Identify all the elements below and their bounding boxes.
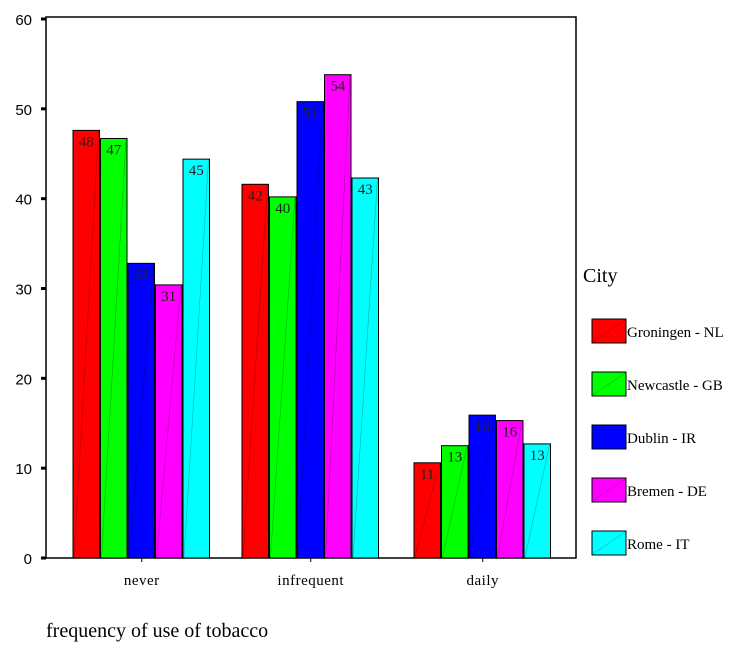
legend-label: Newcastle - GB [627, 378, 723, 394]
bar-rome-infrequent [351, 177, 379, 559]
bar-hatch [101, 139, 127, 558]
data-label: 16 [502, 425, 518, 441]
bar-groningen-daily [413, 462, 441, 559]
legend-swatch-hatch [592, 319, 626, 343]
legend-swatch-hatch [592, 372, 626, 396]
legend-swatch [591, 530, 627, 556]
legend-swatch-hatch [592, 478, 626, 502]
data-label: 43 [358, 182, 373, 198]
legend-label: Groningen - NL [627, 325, 724, 341]
bar-hatch [73, 131, 99, 558]
data-label: 11 [420, 467, 434, 483]
bar-bremen-never [155, 284, 183, 559]
y-tick-label: 20 [15, 371, 32, 388]
legend-swatch [591, 371, 627, 397]
data-label: 47 [106, 142, 122, 158]
legend-label: Bremen - DE [627, 484, 707, 500]
x-axis-label: frequency of use of tobacco [46, 620, 268, 642]
y-axis: 0 10 20 30 40 50 60 [15, 12, 46, 568]
bar-hatch [297, 102, 323, 558]
y-tick-label: 10 [15, 461, 32, 478]
data-label: 33 [134, 267, 149, 283]
category-label: infrequent [277, 573, 344, 589]
bar-hatch [442, 446, 468, 558]
bar-groningen-never [72, 129, 100, 559]
bar-dublin-infrequent [296, 101, 324, 559]
bar-rome-daily [523, 443, 551, 559]
data-label: 54 [330, 79, 346, 95]
data-label: 16 [475, 419, 491, 435]
legend-swatch-hatch [592, 531, 626, 555]
bar-hatch [183, 160, 209, 558]
bar-rome-never [182, 158, 210, 559]
y-tick-label: 60 [15, 12, 32, 29]
legend-label: Rome - IT [627, 537, 689, 553]
data-label: 13 [447, 450, 462, 466]
category-labels: never infrequent daily [124, 558, 499, 589]
y-tick-label: 30 [15, 282, 32, 299]
bar-hatch [325, 75, 351, 558]
bar-hatch [156, 285, 182, 558]
legend-label: Dublin - IR [627, 431, 696, 447]
bar-hatch [270, 197, 296, 558]
bar-hatch [469, 416, 495, 558]
bar-hatch [524, 444, 550, 558]
bar-dublin-never [127, 262, 155, 559]
bar-newcastle-never [100, 137, 128, 559]
data-label: 48 [79, 134, 94, 150]
bar-groningen-infrequent [241, 183, 269, 559]
data-label: 42 [248, 188, 263, 204]
bar-hatch [352, 178, 378, 558]
y-tick-label: 40 [15, 192, 32, 209]
legend-swatch [591, 318, 627, 344]
legend-swatch [591, 477, 627, 503]
legend-title: City [583, 265, 617, 287]
bar-dublin-daily [468, 414, 496, 559]
bar-hatch [128, 264, 154, 558]
data-label: 51 [303, 106, 318, 122]
data-label: 40 [275, 201, 290, 217]
legend-swatch-hatch [592, 425, 626, 449]
bar-hatch [497, 421, 523, 558]
bar-newcastle-infrequent [269, 196, 297, 559]
legend: Groningen - NL Newcastle - GB Dublin - IR B… [591, 318, 724, 556]
y-tick-label: 50 [15, 102, 32, 119]
bars: 48 47 33 31 45 42 40 51 54 43 11 13 16 16 13 [72, 74, 551, 559]
y-tick-label: 0 [24, 551, 32, 568]
data-label: 13 [530, 448, 545, 464]
legend-swatch [591, 424, 627, 450]
bar-newcastle-daily [441, 445, 469, 559]
bar-bremen-daily [496, 420, 524, 559]
bar-hatch [414, 463, 440, 558]
bar-hatch [242, 185, 268, 558]
bar-bremen-infrequent [324, 74, 352, 559]
category-label: never [124, 573, 160, 589]
data-label: 45 [189, 163, 204, 179]
category-label: daily [467, 573, 500, 589]
data-label: 31 [161, 289, 176, 305]
